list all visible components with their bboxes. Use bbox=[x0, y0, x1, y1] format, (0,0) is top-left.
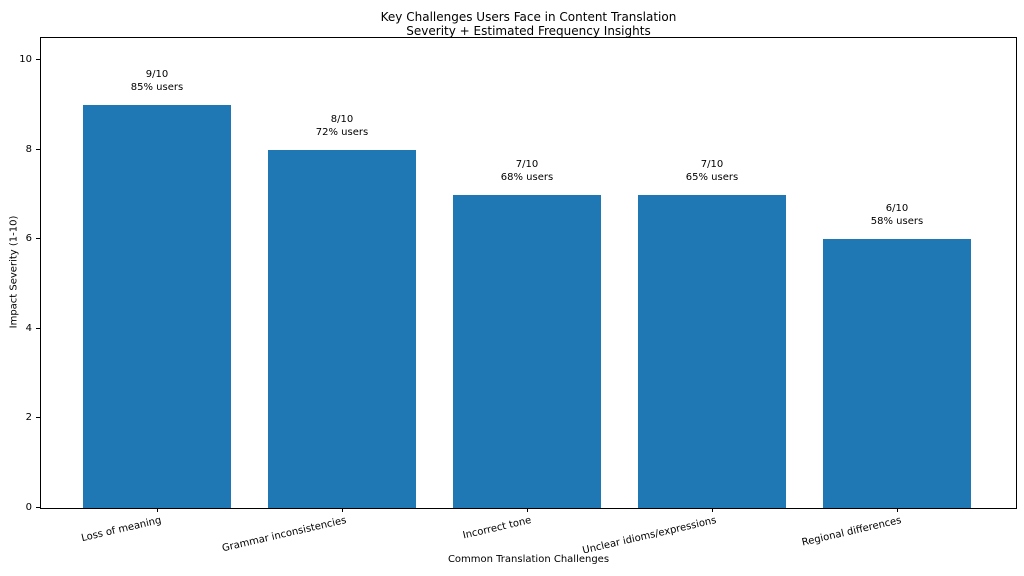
y-tick-label-4: 4 bbox=[25, 322, 32, 334]
y-tick-mark bbox=[36, 59, 40, 61]
x-tick-mark bbox=[712, 508, 713, 512]
annotation-severity: 6/10 bbox=[885, 203, 909, 214]
chart-title: Key Challenges Users Face in Content Tra… bbox=[40, 10, 1017, 38]
annotation-frequency: 68% users bbox=[500, 172, 554, 183]
annotation-frequency: 65% users bbox=[685, 172, 739, 183]
bar-4 bbox=[638, 195, 786, 508]
x-tick-mark bbox=[157, 508, 158, 512]
chart-title-line1: Key Challenges Users Face in Content Tra… bbox=[380, 10, 677, 24]
x-tick-mark bbox=[342, 508, 343, 512]
y-tick-label-2: 2 bbox=[25, 412, 32, 424]
bar-annotation-5: 6/10 58% users bbox=[823, 202, 971, 228]
y-tick-label-10: 10 bbox=[19, 54, 32, 66]
bar-annotation-1: 9/10 85% users bbox=[83, 68, 231, 94]
annotation-frequency: 85% users bbox=[130, 82, 184, 93]
bar-2 bbox=[268, 150, 416, 508]
y-tick-mark bbox=[36, 327, 40, 329]
y-tick-label-0: 0 bbox=[25, 502, 32, 513]
y-axis-label: Impact Severity (1-10) bbox=[8, 215, 20, 329]
x-tick-mark bbox=[527, 508, 528, 512]
y-tick-label-6: 6 bbox=[25, 233, 32, 245]
annotation-frequency: 58% users bbox=[870, 216, 924, 227]
annotation-severity: 7/10 bbox=[700, 159, 724, 170]
bar-annotation-2: 8/10 72% users bbox=[268, 113, 416, 139]
bar-1 bbox=[83, 105, 231, 508]
bar-annotation-3: 7/10 68% users bbox=[453, 158, 601, 184]
bar-5 bbox=[823, 239, 971, 508]
bar-3 bbox=[453, 195, 601, 508]
y-tick-mark bbox=[36, 148, 40, 150]
annotation-severity: 7/10 bbox=[515, 159, 539, 170]
y-tick-mark bbox=[36, 238, 40, 240]
annotation-frequency: 72% users bbox=[315, 127, 369, 138]
y-tick-mark bbox=[36, 417, 40, 419]
annotation-severity: 8/10 bbox=[330, 114, 354, 125]
y-tick-label-8: 8 bbox=[25, 143, 32, 155]
bar-annotation-4: 7/10 65% users bbox=[638, 158, 786, 184]
chart-title-line2: Severity + Estimated Frequency Insights bbox=[406, 24, 651, 38]
annotation-severity: 9/10 bbox=[145, 69, 169, 80]
x-tick-mark bbox=[897, 508, 898, 512]
plot-area: 9/10 85% users 8/10 72% users 7/10 68% users 7… bbox=[40, 37, 1017, 509]
x-axis-label: Common Translation Challenges bbox=[447, 554, 610, 565]
y-tick-mark bbox=[36, 507, 40, 508]
